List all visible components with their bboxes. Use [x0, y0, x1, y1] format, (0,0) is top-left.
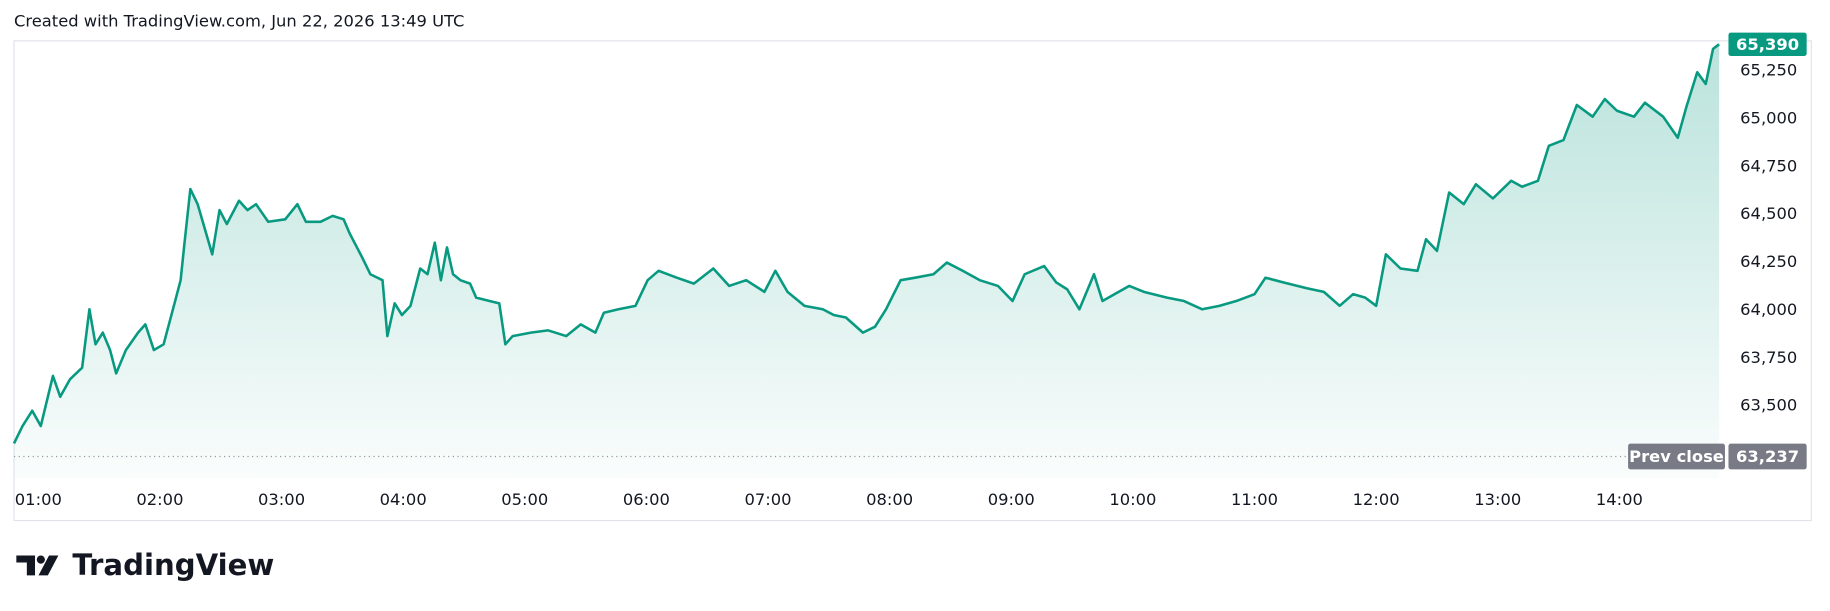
y-tick-label: 63,750 — [1740, 348, 1797, 367]
prev-close-label: 63,237 — [1736, 447, 1799, 466]
chart-frame — [13, 40, 1812, 522]
last-price-label: 65,390 — [1736, 35, 1799, 54]
x-tick-label: 04:00 — [380, 490, 427, 509]
area — [14, 44, 1720, 479]
logo: TradingView — [16, 548, 274, 582]
x-tick-label: 08:00 — [866, 490, 913, 509]
x-tick-label: 09:00 — [988, 490, 1035, 509]
y-tick-label: 64,500 — [1740, 204, 1797, 223]
y-tick-label: 64,750 — [1740, 156, 1797, 175]
x-tick-label: 06:00 — [623, 490, 670, 509]
x-tick-label: 11:00 — [1231, 490, 1278, 509]
logo-icon-dot — [36, 555, 45, 564]
x-tick-label: 13:00 — [1474, 490, 1521, 509]
x-tick-label: 01:00 — [15, 490, 62, 509]
x-tick-label: 07:00 — [745, 490, 792, 509]
x-tick-label: 05:00 — [501, 490, 548, 509]
x-tick-label: 03:00 — [258, 490, 305, 509]
y-tick-label: 64,000 — [1740, 300, 1797, 319]
x-tick-label: 14:00 — [1596, 490, 1643, 509]
y-tick-label: 65,000 — [1740, 108, 1797, 127]
line — [12, 43, 1720, 445]
watermark: TradingView — [72, 548, 274, 582]
caption: Created with TradingView.com, Jun 22, 20… — [14, 12, 464, 31]
prev-close-name-tag — [1628, 443, 1725, 470]
prev-close-value-tag — [1728, 443, 1807, 470]
y-tick-label: 65,250 — [1740, 61, 1797, 80]
prev-close-name: Prev close — [1629, 447, 1724, 466]
x-tick-label: 10:00 — [1109, 490, 1156, 509]
x-tick-label: 02:00 — [136, 490, 183, 509]
last-price-tag — [1728, 32, 1807, 56]
logo-icon — [16, 555, 59, 576]
x-tick-label: 12:00 — [1353, 490, 1400, 509]
y-tick-label: 63,500 — [1740, 396, 1797, 415]
plot-area: 63,500 63,750 64,000 64,250 64,500 64,750 65,0… — [12, 32, 1807, 509]
y-tick-label: 64,250 — [1740, 252, 1797, 271]
